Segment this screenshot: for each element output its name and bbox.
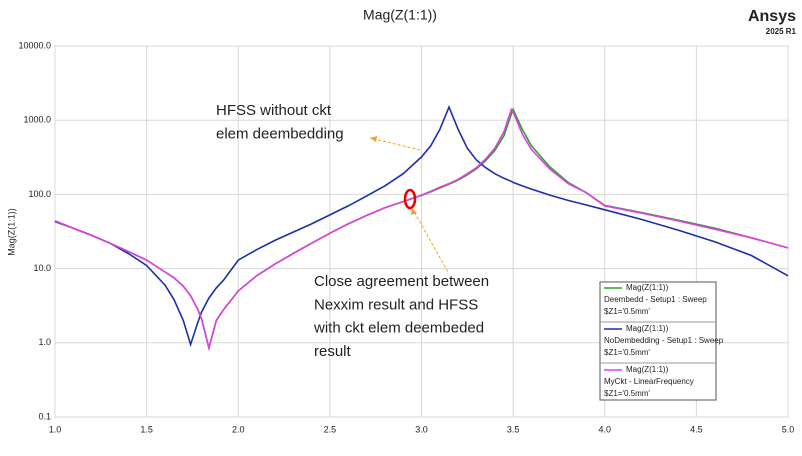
legend-source: NoDembedding - Setup1 : Sweep bbox=[604, 336, 724, 345]
y-tick-label: 1000.0 bbox=[23, 115, 51, 125]
y-tick-label: 0.1 bbox=[38, 411, 51, 421]
legend-name: Mag(Z(1:1)) bbox=[626, 324, 669, 333]
annotation-arrow bbox=[369, 137, 421, 151]
legend-name: Mag(Z(1:1)) bbox=[626, 283, 669, 292]
legend-name: Mag(Z(1:1)) bbox=[626, 365, 669, 374]
y-tick-label: 10000.0 bbox=[18, 40, 51, 50]
legend: Mag(Z(1:1)) Deembedd - Setup1 : Sweep $Z1=… bbox=[599, 281, 724, 401]
version: 2025 R1 bbox=[766, 27, 797, 36]
legend-variation: $Z1='0.5mm' bbox=[604, 307, 650, 316]
legend-box bbox=[599, 281, 717, 401]
x-tick-label: 1.5 bbox=[140, 424, 153, 434]
x-tick-label: 4.5 bbox=[690, 424, 703, 434]
annotations: HFSS without ckt elem deembedding Close ag… bbox=[216, 102, 489, 360]
annotation-text: elem deembedding bbox=[216, 125, 344, 142]
annotation-arrow bbox=[411, 207, 449, 273]
x-tick-label: 4.0 bbox=[598, 424, 611, 434]
legend-source: Deembedd - Setup1 : Sweep bbox=[604, 295, 707, 304]
x-tick-label: 2.0 bbox=[232, 424, 245, 434]
series-line bbox=[54, 107, 789, 352]
series-line bbox=[54, 104, 789, 348]
x-tick-label: 5.0 bbox=[782, 424, 795, 434]
y-tick-label: 1.0 bbox=[38, 337, 51, 347]
grid bbox=[54, 45, 789, 418]
legend-variation: $Z1='0.5mm' bbox=[604, 348, 650, 357]
annotation-text: HFSS without ckt bbox=[216, 102, 332, 119]
annotation-text: result bbox=[314, 343, 352, 360]
annotation-text: Nexxim result and HFSS bbox=[314, 296, 478, 313]
y-tick-label: 100.0 bbox=[28, 189, 51, 199]
series-lines bbox=[54, 104, 789, 352]
x-tick-label: 1.0 bbox=[49, 424, 62, 434]
highlight-ellipse bbox=[403, 188, 417, 210]
x-tick-label: 2.5 bbox=[324, 424, 337, 434]
annotation-text: Close agreement between bbox=[314, 273, 489, 290]
y-tick-label: 10.0 bbox=[33, 263, 51, 273]
chart-title: Mag(Z(1:1)) bbox=[363, 7, 437, 23]
annotation-text: with ckt elem deembeded bbox=[313, 320, 484, 337]
x-tick-label: 3.5 bbox=[507, 424, 520, 434]
x-tick-label: 3.0 bbox=[415, 424, 428, 434]
legend-source: MyCkt - LinearFrequency bbox=[604, 377, 694, 386]
brand: Ansys bbox=[748, 8, 796, 25]
y-axis-label: Mag(Z(1:1)) bbox=[6, 208, 16, 256]
arrow-head bbox=[370, 136, 377, 142]
legend-variation: $Z1='0.5mm' bbox=[604, 389, 650, 398]
arrow-head bbox=[411, 208, 417, 215]
